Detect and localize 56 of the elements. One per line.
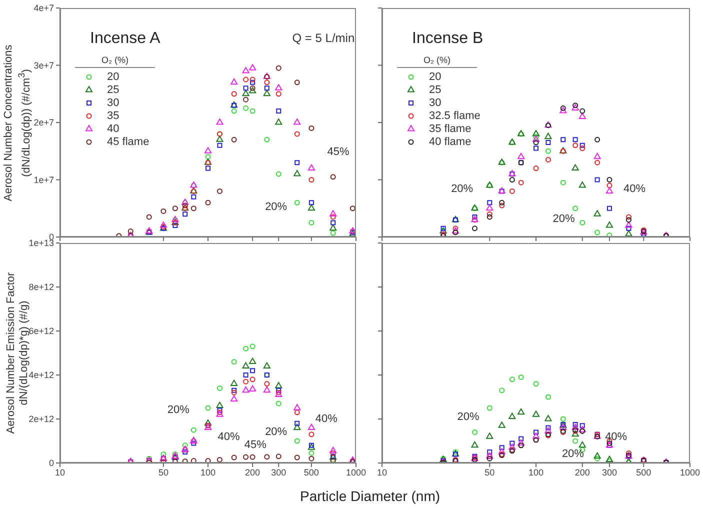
legend-title: O₂ (%) xyxy=(397,55,477,68)
legend-label: 35 flame xyxy=(429,122,472,134)
annotation: 40% xyxy=(218,430,240,443)
y-tick-label: 3e+7 xyxy=(34,60,54,70)
x-tick-label: 500 xyxy=(636,467,652,478)
x-tick-label: 100 xyxy=(200,467,216,478)
legend-label: 35 xyxy=(107,110,120,122)
x-tick-label: 1000 xyxy=(346,467,366,478)
x-tick-label: 50 xyxy=(484,467,495,478)
annotation: 20% xyxy=(457,410,480,423)
legend-label: 30 xyxy=(429,96,442,108)
annotation: 20% xyxy=(265,426,288,438)
legend-label: 25 xyxy=(429,84,442,96)
legend-label: 30 xyxy=(107,96,120,108)
x-tick-label: 200 xyxy=(574,467,590,478)
annotation: 20% xyxy=(562,448,584,460)
x-tick-label: 10 xyxy=(376,467,388,478)
x-tick-label: 300 xyxy=(271,467,286,478)
legend-label: 20 xyxy=(429,70,442,82)
legend-label: 40 flame xyxy=(429,136,472,148)
annotation: 45% xyxy=(327,146,350,158)
x-tick-label: 300 xyxy=(602,467,617,478)
annotation: 20% xyxy=(451,182,474,195)
y-tick-label: 1e+13 xyxy=(28,238,54,248)
annotation: 20% xyxy=(552,212,575,225)
y-tick-label: 2e+12 xyxy=(28,414,54,424)
x-tick-label: 100 xyxy=(528,467,544,478)
y-tick-label: 4e+7 xyxy=(34,3,54,14)
x-tick-label: 10 xyxy=(54,467,66,478)
y-tick-label: 4e+12 xyxy=(28,370,54,380)
x-axis-title: Particle Diameter (nm) xyxy=(300,488,440,504)
annotation: 20% xyxy=(265,201,288,214)
y-tick-label: 1e+7 xyxy=(34,174,54,185)
y-tick-label: 2e+7 xyxy=(34,118,54,128)
legend-title: O₂ (%) xyxy=(75,55,155,68)
annotation: Q = 5 L/min xyxy=(292,30,355,45)
legend-label: 25 xyxy=(107,84,120,96)
y-tick-label: 0 xyxy=(48,458,54,468)
y-tick-label: 8e+12 xyxy=(28,282,54,292)
legend-label: 20 xyxy=(107,70,120,82)
x-tick-label: 1000 xyxy=(680,467,700,478)
y-axis-title: Aerosol Number Emission Factor dN/(dLog(dp)*g) (#/g) xyxy=(5,272,30,434)
y-tick-label: 6e+12 xyxy=(28,326,54,336)
annotation: 20% xyxy=(167,404,190,416)
x-tick-label: 200 xyxy=(245,467,260,478)
annotation: 40% xyxy=(315,413,338,425)
x-tick-label: 500 xyxy=(304,467,319,478)
text: Incense A xyxy=(90,30,160,48)
annotation: 45% xyxy=(244,439,266,452)
text: Incense B xyxy=(412,30,484,48)
annotation: 40% xyxy=(624,182,646,195)
legend-label: 45 flame xyxy=(107,136,150,148)
legend-label: 40 xyxy=(107,122,120,134)
annotation: 40% xyxy=(605,430,628,443)
x-tick-label: 50 xyxy=(158,467,168,478)
legend-label: 32.5 flame xyxy=(429,110,480,122)
